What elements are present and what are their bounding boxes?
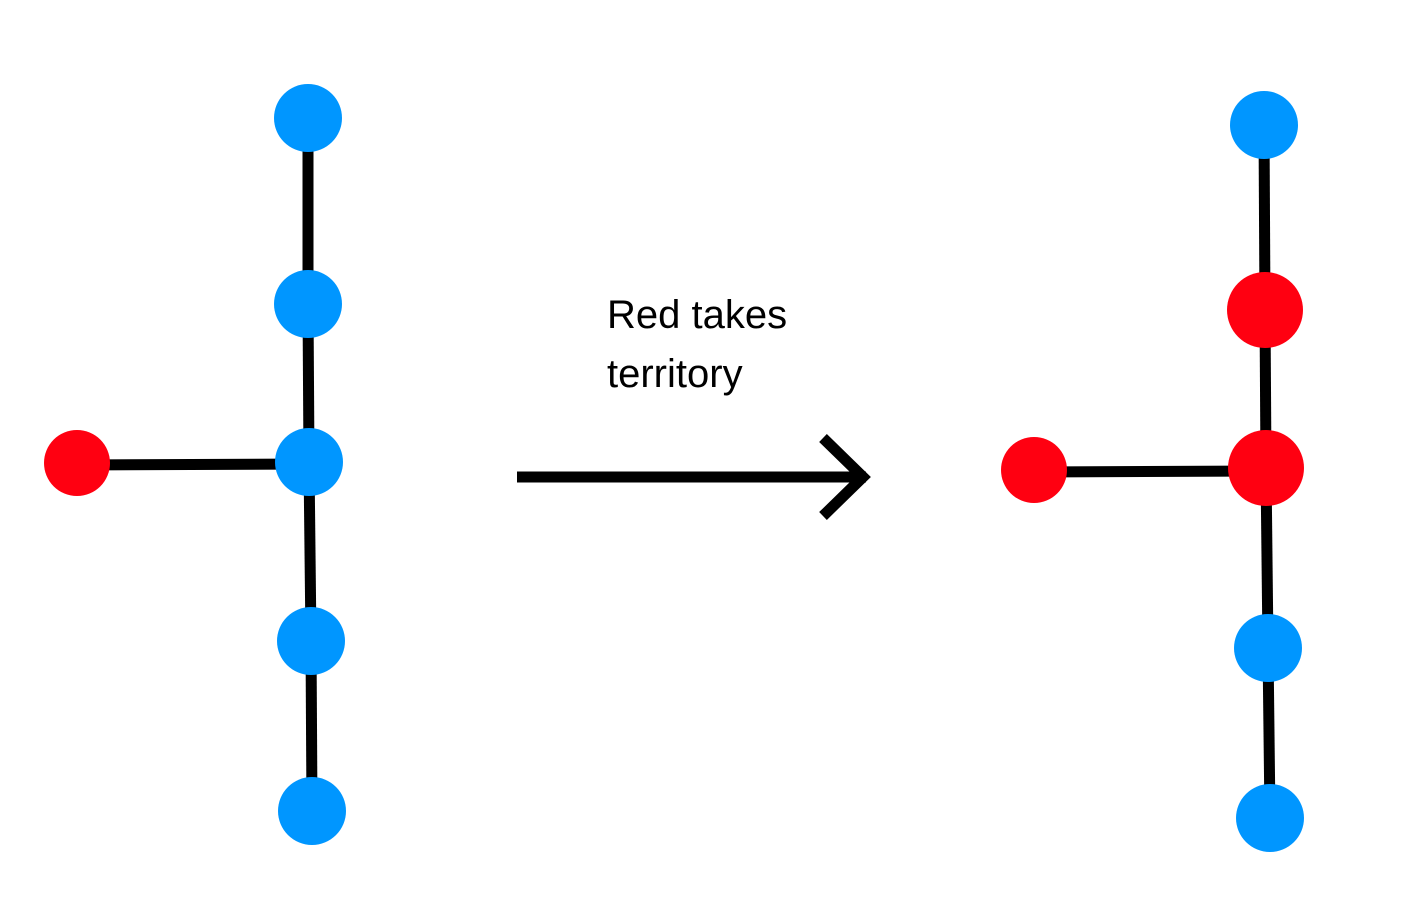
graph-after: [1001, 91, 1304, 852]
node-before-branch: [44, 430, 110, 496]
caption-line-2: territory: [607, 352, 743, 396]
graph-before-nodes: [44, 84, 346, 845]
node-after-bottom: [1236, 784, 1304, 852]
node-after-upper: [1227, 272, 1303, 348]
node-before-lower: [277, 607, 345, 675]
node-after-branch: [1001, 437, 1067, 503]
transition-arrow: [517, 434, 871, 520]
edge-after-branch-hub: [1033, 465, 1267, 478]
node-after-top: [1230, 91, 1298, 159]
node-before-hub: [275, 428, 343, 496]
caption-line-1: Red takes: [607, 293, 787, 337]
node-before-upper: [274, 270, 342, 338]
node-after-hub: [1228, 430, 1304, 506]
node-before-bottom: [278, 777, 346, 845]
graph-after-nodes: [1001, 91, 1304, 852]
edge-before-branch-hub: [76, 458, 310, 471]
graph-before: [44, 84, 346, 845]
node-before-top: [274, 84, 342, 152]
node-after-lower: [1234, 614, 1302, 682]
arrow-head: [819, 434, 871, 520]
